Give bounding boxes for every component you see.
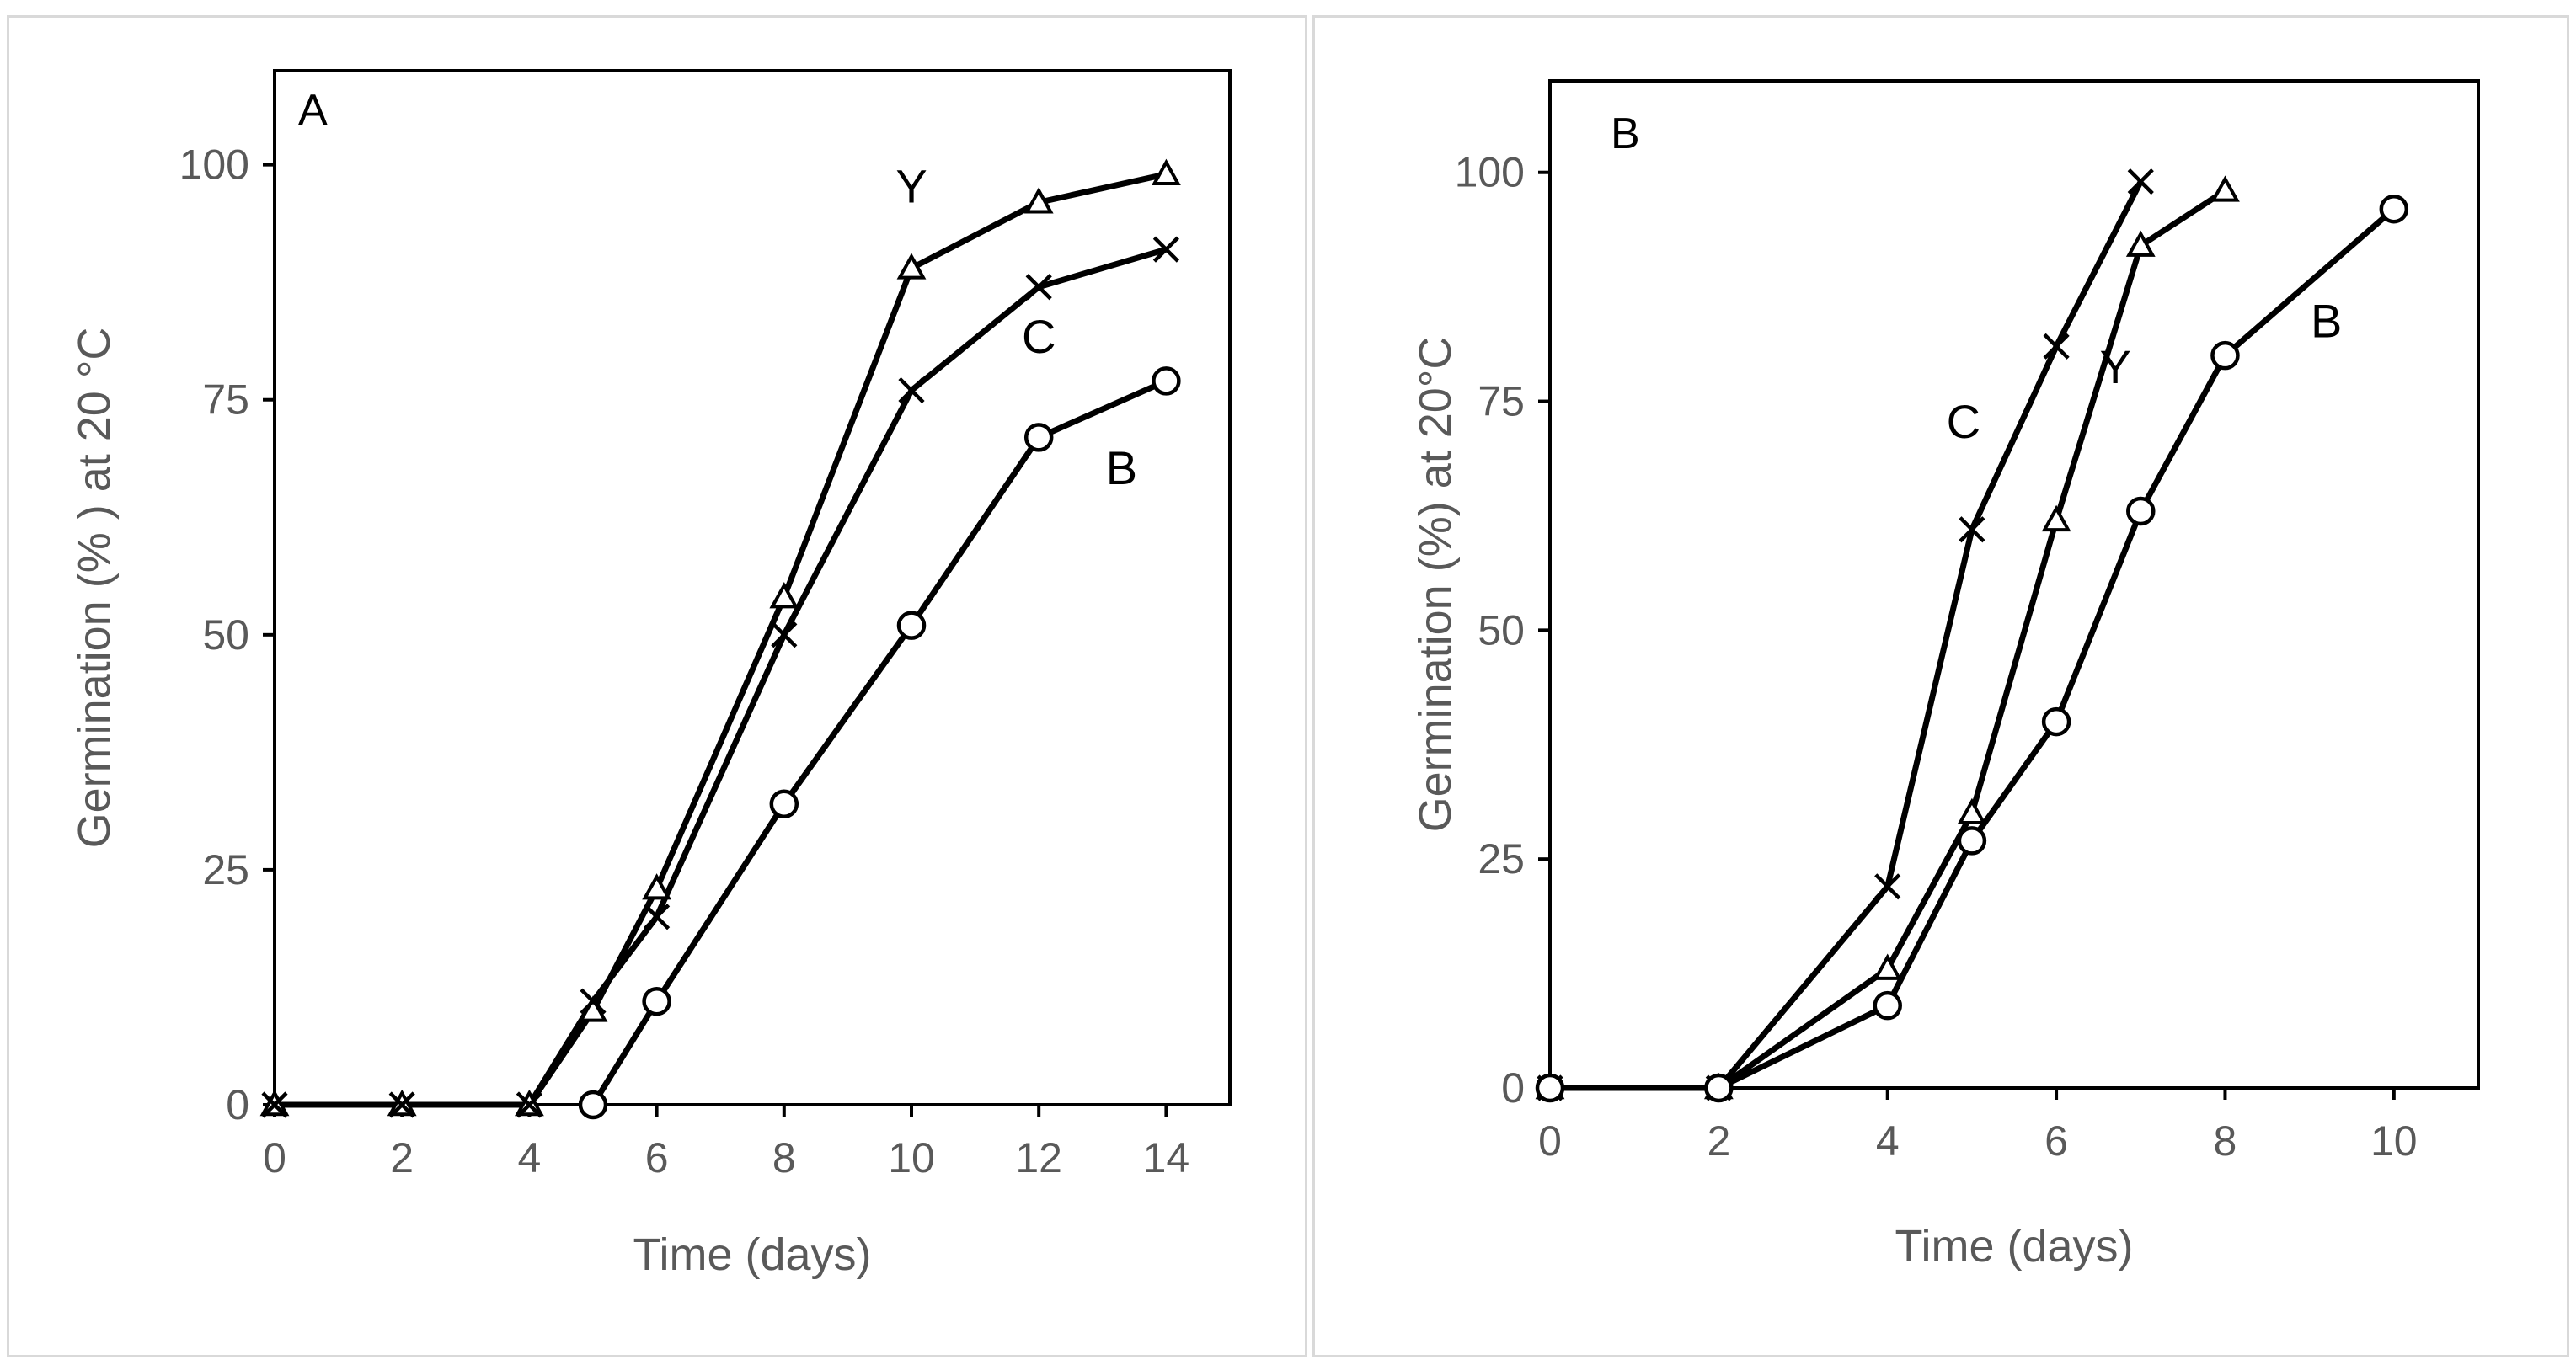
data-point-b-a bbox=[1152, 366, 1181, 396]
data-point-c-a bbox=[516, 1091, 542, 1118]
series-line-b-b bbox=[1550, 206, 2397, 1091]
y-axis-title-b: Germination (%) at 20°C bbox=[1410, 337, 1461, 833]
plot-area-b bbox=[1548, 79, 2480, 1090]
data-point-c-a bbox=[1025, 274, 1052, 301]
panel-letter-b: B bbox=[1611, 109, 1640, 158]
y-axis-title-a: Germination (% ) at 20 °C bbox=[69, 328, 120, 849]
x-tick-label-b: 2 bbox=[1707, 1117, 1730, 1165]
data-point-c-a bbox=[771, 621, 798, 648]
data-point-b-a bbox=[769, 789, 799, 819]
data-point-b-a bbox=[1023, 423, 1054, 452]
x-tick-label-a: 0 bbox=[263, 1134, 286, 1181]
series-line-y-b bbox=[1550, 188, 2227, 1091]
chart-panel-b: 0 25 50 75 100 0 2 4 6 8 10 Time (days) Germination … bbox=[1410, 79, 2480, 1272]
series-label-c-a: C bbox=[1022, 310, 1056, 363]
data-point-y-b bbox=[1873, 953, 1903, 980]
y-tick-label-a: 100 bbox=[179, 141, 249, 189]
y-tick-label-a: 50 bbox=[202, 611, 249, 659]
data-point-y-a bbox=[769, 582, 799, 609]
data-point-b-b bbox=[1535, 1073, 1565, 1103]
data-point-c-a bbox=[580, 988, 607, 1015]
data-point-y-a bbox=[896, 253, 927, 280]
x-tick-label-b: 6 bbox=[2044, 1117, 2068, 1165]
data-point-b-b bbox=[2379, 194, 2409, 224]
data-point-c-a bbox=[644, 904, 671, 930]
y-tick-label-b: 50 bbox=[1478, 606, 1525, 653]
x-tick-label-b: 4 bbox=[1876, 1117, 1900, 1165]
data-point-c-a bbox=[261, 1091, 288, 1118]
chart-panel-a: 0 25 50 75 100 0 2 4 6 8 10 12 14 Time (days) Germinat… bbox=[69, 69, 1232, 1280]
data-point-c-b bbox=[1959, 516, 1985, 543]
data-point-b-b bbox=[2210, 340, 2240, 371]
series-label-b-b: B bbox=[2311, 294, 2342, 347]
x-tick-label-a: 12 bbox=[1015, 1134, 1062, 1181]
series-line-c-a bbox=[275, 246, 1168, 1108]
data-point-c-a bbox=[388, 1091, 415, 1118]
series-label-y-b: Y bbox=[2100, 340, 2131, 393]
data-point-b-b bbox=[2126, 496, 2156, 526]
data-point-c-a bbox=[898, 376, 925, 404]
data-point-b-b bbox=[2041, 706, 2071, 737]
x-tick-label-a: 14 bbox=[1143, 1134, 1190, 1181]
data-point-y-b bbox=[1957, 797, 1987, 825]
series-label-b-a: B bbox=[1106, 441, 1137, 494]
data-point-c-a bbox=[1152, 236, 1179, 263]
data-point-b-b bbox=[1873, 990, 1902, 1021]
x-tick-label-a: 4 bbox=[517, 1134, 541, 1181]
x-axis-title-a: Time (days) bbox=[633, 1229, 871, 1280]
panel-letter-a: A bbox=[298, 86, 328, 135]
x-tick-label-b: 0 bbox=[1538, 1117, 1562, 1165]
x-axis-title-b: Time (days) bbox=[1895, 1221, 2133, 1272]
data-point-b-a bbox=[896, 611, 927, 640]
data-point-b-b bbox=[1704, 1073, 1734, 1103]
x-tick-label-b: 8 bbox=[2214, 1117, 2237, 1165]
data-point-y-a bbox=[1152, 158, 1181, 185]
series-label-c-b: C bbox=[1947, 395, 1980, 448]
y-tick-label-b: 25 bbox=[1478, 835, 1525, 882]
x-tick-label-b: 10 bbox=[2370, 1117, 2418, 1165]
data-point-c-b bbox=[2127, 168, 2154, 195]
series-line-c-b bbox=[1550, 180, 2144, 1091]
data-point-c-b bbox=[2043, 333, 2070, 360]
x-tick-label-a: 8 bbox=[772, 1134, 796, 1181]
data-point-y-a bbox=[642, 873, 671, 900]
data-point-b-a bbox=[578, 1090, 608, 1120]
data-point-c-b bbox=[1874, 873, 1901, 900]
x-tick-label-a: 6 bbox=[645, 1134, 669, 1181]
y-tick-label-a: 0 bbox=[226, 1081, 249, 1128]
y-tick-label-a: 25 bbox=[202, 846, 249, 893]
data-point-y-b bbox=[2210, 175, 2240, 202]
y-tick-label-b: 0 bbox=[1501, 1064, 1525, 1112]
plot-area-a bbox=[273, 69, 1232, 1106]
y-tick-label-b: 100 bbox=[1455, 149, 1525, 196]
series-label-y-a: Y bbox=[895, 159, 927, 212]
x-tick-label-a: 10 bbox=[888, 1134, 935, 1181]
series-line-b-a bbox=[591, 378, 1168, 1106]
data-point-b-b bbox=[1957, 826, 1987, 856]
chart-panel-a-frame bbox=[7, 15, 1307, 1357]
data-point-y-b bbox=[2041, 504, 2071, 532]
x-tick-label-a: 2 bbox=[390, 1134, 414, 1181]
data-point-y-a bbox=[1023, 187, 1054, 214]
data-point-y-b bbox=[2125, 230, 2156, 257]
y-tick-label-a: 75 bbox=[202, 376, 249, 424]
data-point-b-a bbox=[642, 986, 671, 1016]
y-tick-label-b: 75 bbox=[1478, 378, 1525, 425]
